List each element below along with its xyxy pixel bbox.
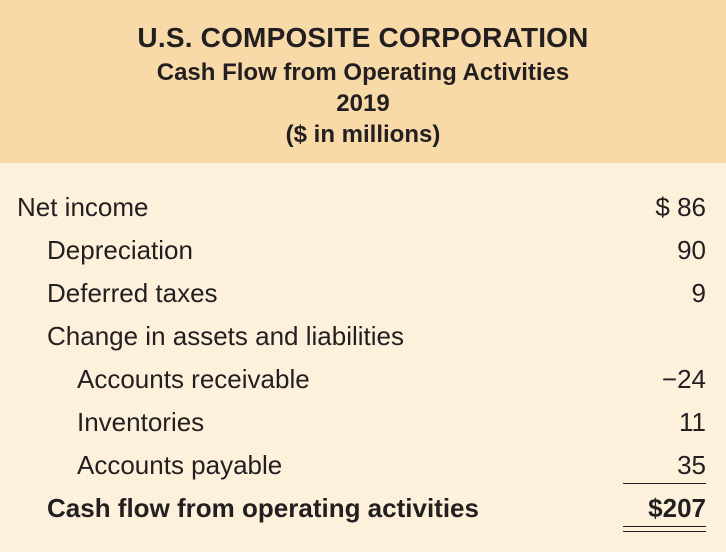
row-depreciation: Depreciation 90 xyxy=(0,230,726,270)
statement-body: Net income $ 86 Depreciation 90 Deferred… xyxy=(0,163,726,552)
row-amount: 35 xyxy=(677,450,706,480)
total-double-rule xyxy=(623,526,706,532)
row-accounts-payable: Accounts payable 35 xyxy=(0,445,726,485)
company-name: U.S. COMPOSITE CORPORATION xyxy=(137,22,589,53)
row-label: Net income xyxy=(17,192,149,222)
row-amount: $207 xyxy=(648,493,706,523)
row-cash-flow-total: Cash flow from operating activities $207 xyxy=(0,488,726,528)
row-label: Deferred taxes xyxy=(47,278,218,308)
row-amount: −24 xyxy=(661,364,706,394)
row-change-assets-liabilities: Change in assets and liabilities xyxy=(0,316,726,356)
statement-year: 2019 xyxy=(336,90,390,117)
row-amount: 90 xyxy=(677,235,706,265)
statement-title: Cash Flow from Operating Activities xyxy=(156,59,570,86)
row-inventories: Inventories 11 xyxy=(0,402,726,442)
row-label: Depreciation xyxy=(47,235,193,265)
row-net-income: Net income $ 86 xyxy=(0,187,726,227)
row-label: Accounts receivable xyxy=(77,364,310,394)
row-label: Inventories xyxy=(77,407,205,437)
row-amount: 11 xyxy=(679,407,706,437)
row-amount: 9 xyxy=(691,278,706,308)
row-label: Change in assets and liabilities xyxy=(47,321,404,351)
row-accounts-receivable: Accounts receivable −24 xyxy=(0,359,726,399)
row-label: Cash flow from operating activities xyxy=(47,493,479,523)
subtotal-rule xyxy=(623,483,706,484)
row-label: Accounts payable xyxy=(77,450,283,480)
row-deferred-taxes: Deferred taxes 9 xyxy=(0,273,726,313)
statement-header: U.S. COMPOSITE CORPORATION Cash Flow fro… xyxy=(0,0,726,163)
statement-units: ($ in millions) xyxy=(285,121,441,148)
row-amount: $ 86 xyxy=(655,192,706,222)
